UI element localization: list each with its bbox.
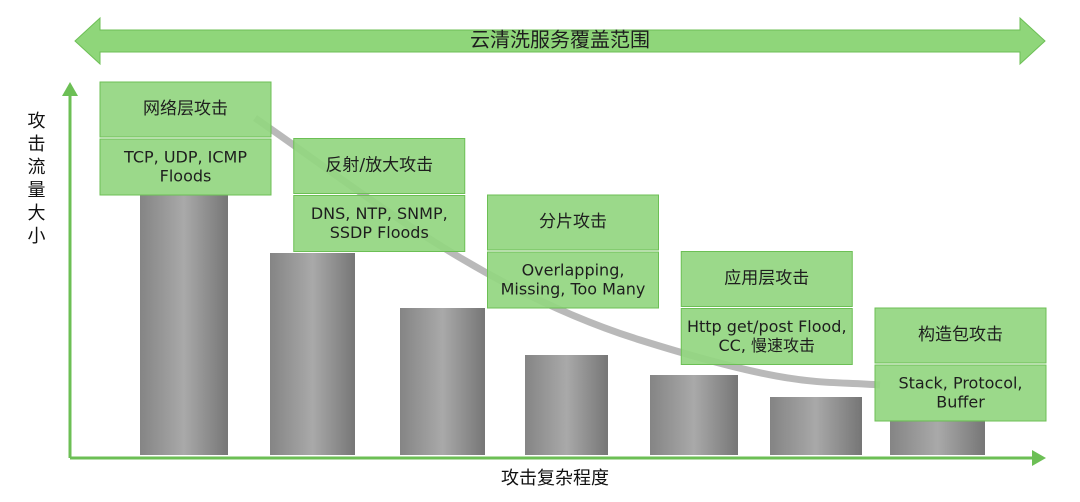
bar (770, 397, 862, 455)
stage-title: 网络层攻击 (143, 99, 228, 119)
stage-title: 构造包攻击 (918, 325, 1003, 345)
stage-title-box (99, 81, 272, 138)
stage-detail-box (680, 308, 853, 365)
stage-title: 分片攻击 (539, 212, 607, 232)
x-axis-arrow (1032, 450, 1046, 466)
banner-text: 云清洗服务覆盖范围 (470, 28, 650, 52)
bar (400, 308, 485, 455)
stage-detail-box (487, 251, 659, 309)
stage-detail-box (293, 195, 466, 252)
bar (270, 253, 355, 455)
bar (140, 195, 228, 455)
x-axis-label: 攻击复杂程度 (501, 468, 609, 489)
stage-title-box (293, 138, 466, 194)
stage-detail: SSDP Floods (330, 223, 429, 242)
stage-detail: Http get/post Flood, (687, 317, 847, 336)
stage-title-box (487, 194, 659, 251)
stage-detail: CC, 慢速攻击 (718, 336, 815, 355)
stage-title: 反射/放大攻击 (325, 156, 433, 176)
bar (890, 420, 985, 455)
stage-detail-box (99, 138, 272, 196)
stage-detail: Overlapping, (522, 261, 625, 280)
y-axis-arrow (62, 82, 78, 96)
stage-title: 应用层攻击 (724, 269, 809, 289)
stage-detail-box (874, 364, 1047, 422)
bar (650, 375, 738, 455)
stage-title-box (680, 251, 853, 307)
stage-detail: Stack, Protocol, (898, 374, 1022, 393)
stage-detail: DNS, NTP, SNMP, (311, 204, 448, 223)
bar (525, 355, 608, 455)
banner-arrow (74, 16, 1046, 66)
bars (140, 195, 985, 455)
stage-detail: Buffer (936, 393, 985, 412)
y-axis-label: 攻击流量大小 (25, 111, 46, 249)
stage-detail: Missing, Too Many (501, 280, 646, 299)
stage-detail: Floods (160, 167, 212, 186)
stage-title-box (874, 307, 1047, 364)
stage-detail: TCP, UDP, ICMP (123, 148, 247, 167)
